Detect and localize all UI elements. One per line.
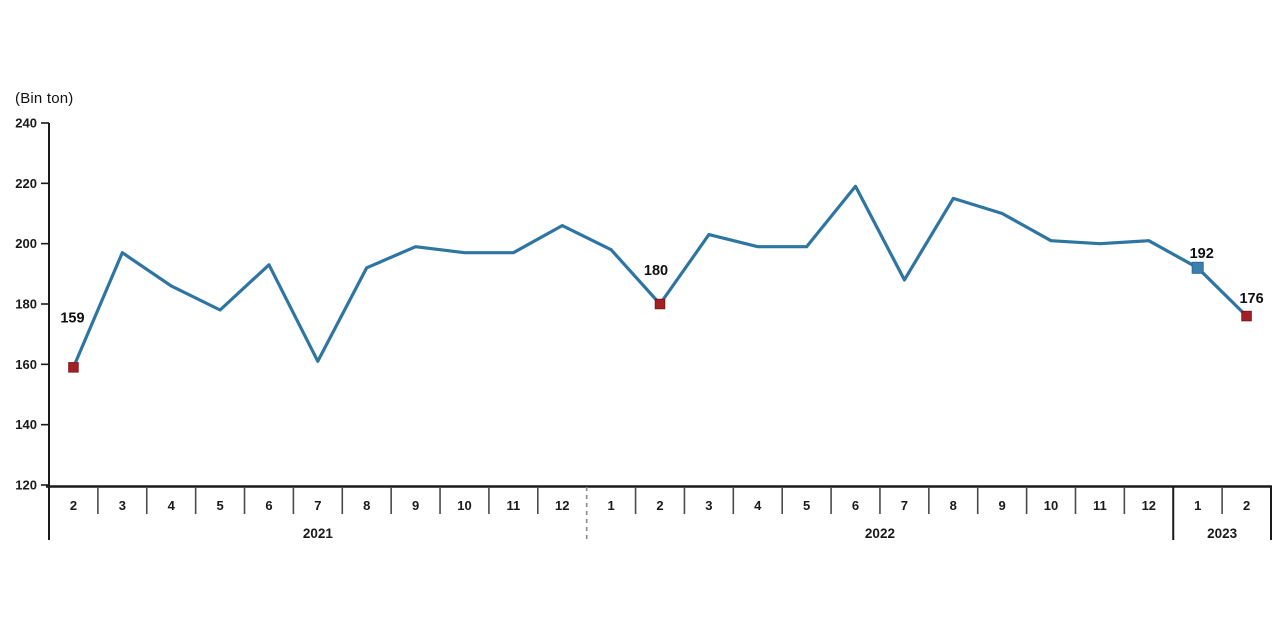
month-tick-label: 1 xyxy=(1194,498,1201,513)
data-point-label: 176 xyxy=(1239,291,1263,307)
year-label: 2021 xyxy=(303,526,334,541)
month-tick-label: 1 xyxy=(608,498,615,513)
month-tick-label: 9 xyxy=(412,498,419,513)
month-tick-label: 4 xyxy=(754,498,762,513)
month-tick-label: 5 xyxy=(216,498,223,513)
y-tick-label: 220 xyxy=(15,176,37,191)
month-tick-label: 10 xyxy=(457,498,471,513)
month-tick-label: 8 xyxy=(363,498,370,513)
month-tick-label: 12 xyxy=(555,498,569,513)
data-point-marker xyxy=(654,298,666,310)
month-tick-label: 7 xyxy=(901,498,908,513)
data-point-label: 159 xyxy=(60,310,84,326)
y-tick-label: 120 xyxy=(15,478,37,493)
year-label: 2023 xyxy=(1207,526,1238,541)
month-tick-label: 8 xyxy=(950,498,957,513)
month-tick-label: 6 xyxy=(852,498,859,513)
data-point-label: 192 xyxy=(1190,246,1214,262)
month-tick-label: 3 xyxy=(119,498,126,513)
month-tick-label: 9 xyxy=(999,498,1006,513)
month-tick-label: 3 xyxy=(705,498,712,513)
month-tick-label: 2 xyxy=(70,498,77,513)
month-tick-label: 2 xyxy=(1243,498,1250,513)
data-point-marker xyxy=(1191,261,1204,274)
month-tick-label: 11 xyxy=(1093,498,1107,513)
y-axis-unit-label: (Bin ton) xyxy=(15,90,74,107)
y-tick-label: 180 xyxy=(15,297,37,312)
month-tick-label: 7 xyxy=(314,498,321,513)
month-tick-label: 5 xyxy=(803,498,810,513)
month-tick-label: 6 xyxy=(265,498,272,513)
y-tick-label: 140 xyxy=(15,417,37,432)
month-tick-label: 12 xyxy=(1142,498,1156,513)
month-tick-label: 4 xyxy=(168,498,176,513)
y-tick-label: 160 xyxy=(15,357,37,372)
y-tick-label: 240 xyxy=(15,116,37,131)
data-point-label: 180 xyxy=(644,263,668,279)
data-point-marker xyxy=(68,362,79,373)
data-point-marker xyxy=(1241,310,1252,322)
month-tick-label: 2 xyxy=(656,498,663,513)
month-tick-label: 10 xyxy=(1044,498,1058,513)
month-tick-label: 11 xyxy=(506,498,520,513)
y-tick-label: 200 xyxy=(15,236,37,251)
year-label: 2022 xyxy=(865,526,895,541)
